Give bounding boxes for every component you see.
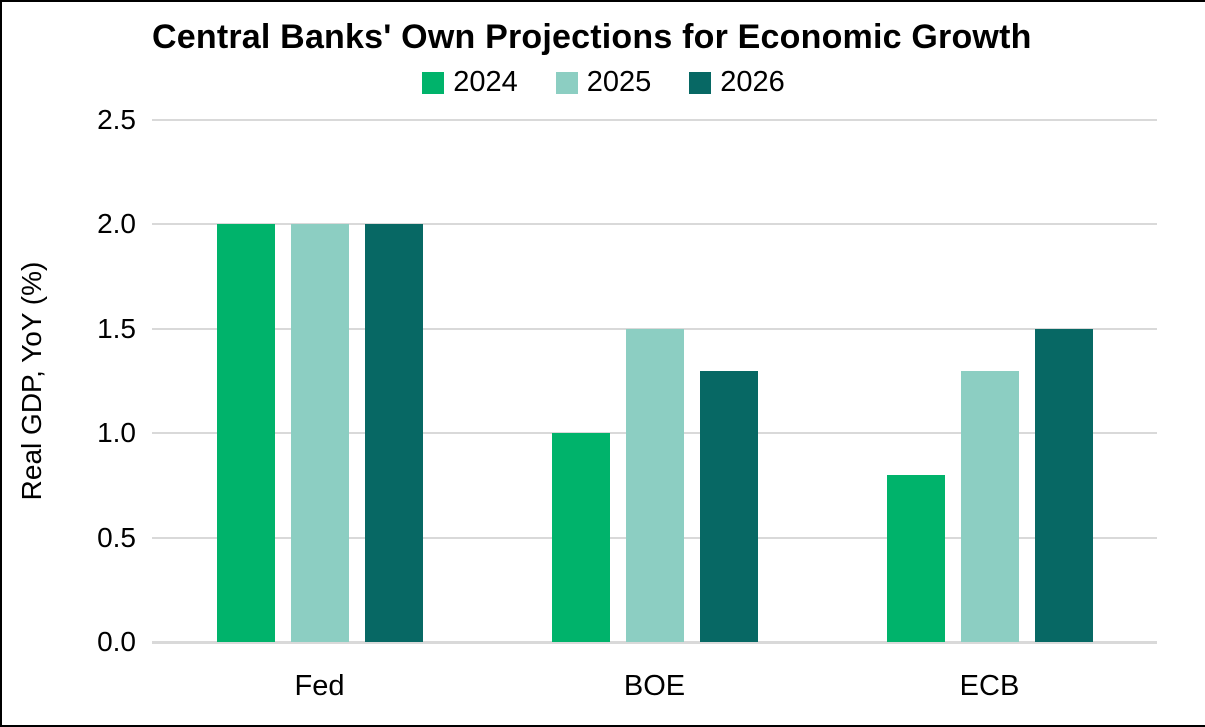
legend-item-2026: 2026 bbox=[689, 68, 785, 97]
x-tick-label: Fed bbox=[294, 670, 345, 702]
legend-item-2024: 2024 bbox=[422, 68, 518, 97]
bar-boe-2024 bbox=[551, 433, 610, 642]
bar-ecb-2024 bbox=[886, 474, 945, 642]
bar-group-ecb bbox=[886, 120, 1093, 642]
bar-boe-2026 bbox=[699, 370, 758, 642]
y-tick-label: 1.0 bbox=[97, 417, 136, 449]
chart-legend: 2024 2025 2026 bbox=[2, 68, 1205, 97]
gridline bbox=[152, 223, 1157, 226]
gridline bbox=[152, 119, 1157, 121]
bar-group-fed bbox=[216, 120, 423, 642]
chart-title: Central Banks' Own Projections for Econo… bbox=[152, 18, 1032, 56]
bar-ecb-2025 bbox=[960, 370, 1019, 642]
y-tick-label: 0.5 bbox=[97, 521, 136, 553]
bar-fed-2024 bbox=[216, 224, 275, 642]
legend-label: 2025 bbox=[586, 66, 652, 98]
legend-label: 2026 bbox=[720, 66, 785, 98]
x-axis-baseline bbox=[152, 640, 1157, 644]
y-tick-label: 1.5 bbox=[97, 312, 136, 344]
bar-fed-2026 bbox=[364, 224, 423, 642]
x-tick-label: ECB bbox=[959, 670, 1020, 702]
bar-ecb-2026 bbox=[1034, 328, 1093, 642]
legend-item-2025: 2025 bbox=[555, 66, 652, 98]
y-axis-title: Real GDP, YoY (%) bbox=[16, 261, 47, 501]
legend-swatch bbox=[689, 71, 712, 94]
plot-area: 0.0 0.5 1.0 1.5 2.0 2.5 Fed BOE ECB bbox=[97, 106, 1157, 701]
y-tick-label: 2.5 bbox=[97, 104, 136, 135]
legend-swatch bbox=[422, 71, 445, 94]
bar-boe-2025 bbox=[625, 328, 684, 642]
y-tick-label: 2.0 bbox=[97, 208, 136, 240]
legend-swatch bbox=[555, 71, 578, 94]
x-tick-label: BOE bbox=[623, 670, 686, 702]
bar-group-boe bbox=[551, 120, 758, 642]
y-tick-label: 0.0 bbox=[97, 626, 136, 657]
legend-label: 2024 bbox=[453, 66, 518, 98]
bar-fed-2025 bbox=[290, 224, 349, 642]
